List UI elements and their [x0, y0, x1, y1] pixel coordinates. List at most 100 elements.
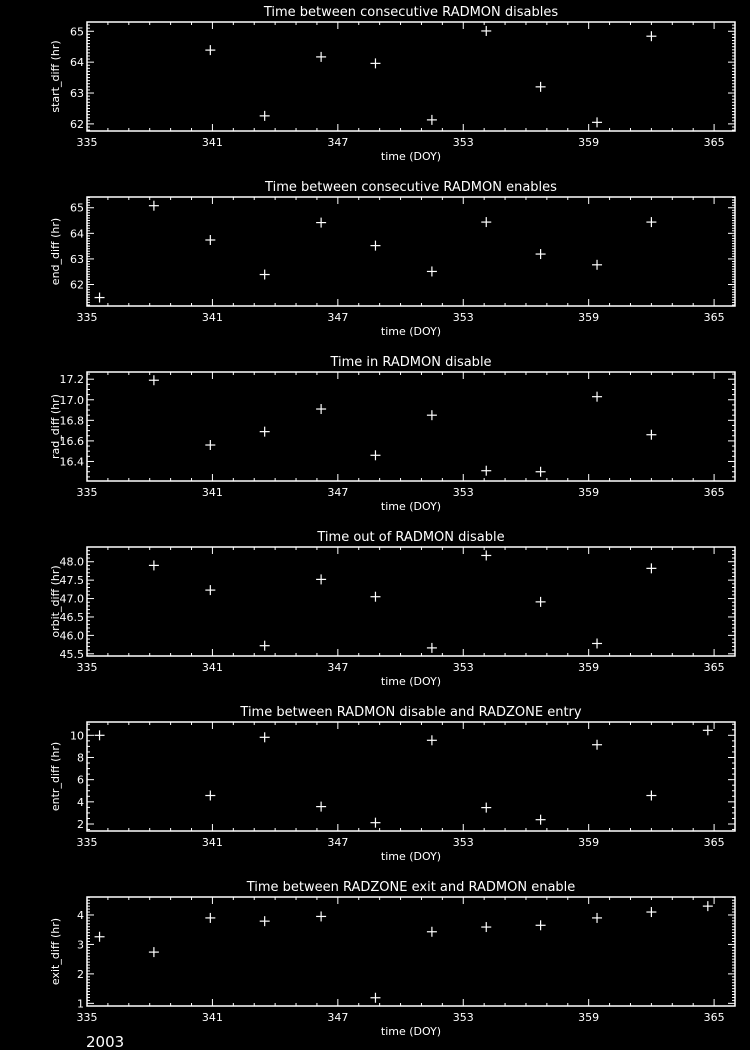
x-axis-label: time (DOY) [381, 150, 441, 163]
x-tick-label: 359 [578, 1011, 599, 1024]
data-point [259, 640, 270, 651]
data-point [646, 31, 657, 42]
data-point [535, 920, 546, 931]
data-point [535, 596, 546, 607]
data-point [535, 249, 546, 260]
y-tick-label: 10 [70, 729, 84, 742]
x-tick-label: 341 [202, 661, 223, 674]
data-point [426, 642, 437, 653]
plot-frame [86, 896, 736, 1007]
x-tick-label: 365 [704, 136, 725, 149]
y-tick-label: 6 [77, 774, 84, 787]
x-tick-label: 365 [704, 836, 725, 849]
data-point [426, 735, 437, 746]
plot-frame [86, 371, 736, 482]
chart-title: Time between consecutive RADMON disables [263, 5, 559, 20]
y-tick-label: 8 [77, 751, 84, 764]
chart-title: Time between RADZONE exit and RADMON ena… [246, 880, 576, 895]
y-tick-label: 47.0 [60, 593, 85, 606]
data-point [646, 563, 657, 574]
x-tick-label: 353 [453, 486, 474, 499]
x-tick-label: 347 [327, 661, 348, 674]
x-tick-label: 341 [202, 486, 223, 499]
x-tick-label: 347 [327, 1011, 348, 1024]
y-tick-label: 16.8 [60, 414, 85, 427]
data-point [535, 814, 546, 825]
data-point [592, 638, 603, 649]
data-point [316, 911, 327, 922]
x-axis-label: time (DOY) [381, 850, 441, 863]
x-tick-label: 335 [77, 661, 98, 674]
x-tick-label: 347 [327, 836, 348, 849]
data-point [205, 585, 216, 596]
data-point [205, 45, 216, 56]
data-point [316, 217, 327, 228]
x-tick-label: 359 [578, 136, 599, 149]
x-tick-label: 353 [453, 311, 474, 324]
y-axis-label: end_diff (hr) [49, 218, 62, 285]
y-tick-label: 17.2 [60, 373, 85, 386]
x-tick-label: 341 [202, 136, 223, 149]
y-tick-label: 48.0 [60, 556, 85, 569]
data-point [535, 466, 546, 477]
data-point [702, 725, 713, 736]
data-point [370, 817, 381, 828]
x-tick-label: 335 [77, 136, 98, 149]
data-point [592, 259, 603, 270]
panel-6: Time between RADZONE exit and RADMON ena… [49, 880, 736, 1038]
plot-frame [86, 21, 736, 132]
year-label: 2003 [86, 1033, 125, 1050]
y-axis-label: start_diff (hr) [49, 40, 62, 112]
x-tick-label: 359 [578, 311, 599, 324]
y-tick-label: 46.0 [60, 629, 85, 642]
data-point [259, 426, 270, 437]
y-tick-label: 65 [70, 25, 84, 38]
data-point [259, 732, 270, 743]
panel-2: Time between consecutive RADMON enables 3… [49, 180, 736, 338]
panel-5: Time between RADMON disable and RADZONE … [49, 705, 736, 863]
y-axis-label: orbit_diff (hr) [49, 565, 62, 637]
chart-title: Time between consecutive RADMON enables [264, 180, 557, 195]
plot-frame [86, 721, 736, 832]
data-point [535, 81, 546, 92]
data-point [148, 947, 159, 958]
y-tick-label: 3 [77, 938, 84, 951]
data-point [481, 802, 492, 813]
x-tick-label: 353 [453, 136, 474, 149]
x-tick-label: 347 [327, 311, 348, 324]
data-point [148, 200, 159, 211]
data-point [148, 560, 159, 571]
x-axis-label: time (DOY) [381, 325, 441, 338]
x-tick-label: 335 [77, 836, 98, 849]
panel-4: Time out of RADMON disable 335 341 347 353 35… [49, 530, 736, 688]
data-point [481, 922, 492, 933]
data-point [370, 58, 381, 69]
y-tick-label: 2 [77, 818, 84, 831]
data-point [646, 429, 657, 440]
data-point [205, 234, 216, 245]
data-point [94, 730, 105, 741]
y-tick-label: 4 [77, 796, 84, 809]
x-tick-label: 341 [202, 1011, 223, 1024]
chart-title: Time in RADMON disable [329, 355, 491, 370]
x-tick-label: 365 [704, 661, 725, 674]
y-tick-label: 65 [70, 202, 84, 215]
y-tick-label: 16.4 [60, 455, 85, 468]
chart-title: Time out of RADMON disable [316, 530, 504, 545]
data-point [592, 912, 603, 923]
y-tick-label: 4 [77, 909, 84, 922]
data-point [259, 110, 270, 121]
data-point [205, 912, 216, 923]
data-point [646, 907, 657, 918]
data-point [94, 931, 105, 942]
y-tick-label: 2 [77, 968, 84, 981]
data-point [259, 916, 270, 927]
panel-1: Time between consecutive RADMON disables… [49, 5, 736, 163]
y-tick-label: 62 [70, 279, 84, 292]
data-point [316, 404, 327, 415]
x-tick-label: 359 [578, 486, 599, 499]
x-tick-label: 347 [327, 136, 348, 149]
data-point [316, 51, 327, 62]
